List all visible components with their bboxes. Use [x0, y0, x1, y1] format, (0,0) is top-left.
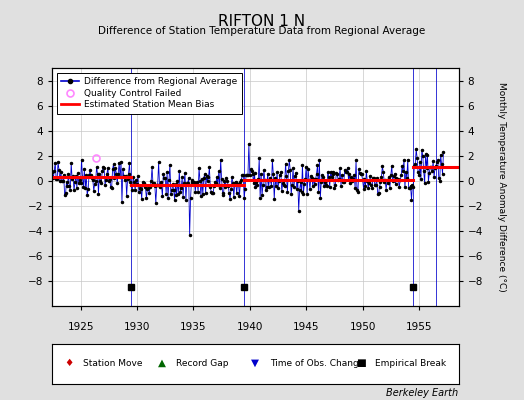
Text: Station Move: Station Move	[83, 359, 143, 368]
Text: 1930: 1930	[124, 322, 150, 332]
Text: RIFTON 1 N: RIFTON 1 N	[219, 14, 305, 29]
Text: Time of Obs. Change: Time of Obs. Change	[270, 359, 364, 368]
Text: ■: ■	[356, 358, 366, 368]
Legend: Difference from Regional Average, Quality Control Failed, Estimated Station Mean: Difference from Regional Average, Qualit…	[57, 72, 242, 114]
Text: 1935: 1935	[180, 322, 206, 332]
Text: 1925: 1925	[68, 322, 94, 332]
Text: 1940: 1940	[237, 322, 263, 332]
Text: 1950: 1950	[350, 322, 376, 332]
Y-axis label: Monthly Temperature Anomaly Difference (°C): Monthly Temperature Anomaly Difference (…	[497, 82, 506, 292]
Text: Empirical Break: Empirical Break	[375, 359, 446, 368]
Text: ▲: ▲	[158, 358, 166, 368]
Text: ▼: ▼	[252, 358, 259, 368]
Text: 1955: 1955	[406, 322, 432, 332]
Text: Difference of Station Temperature Data from Regional Average: Difference of Station Temperature Data f…	[99, 26, 425, 36]
Text: Record Gap: Record Gap	[176, 359, 229, 368]
Text: Berkeley Earth: Berkeley Earth	[386, 388, 458, 398]
Text: 1945: 1945	[293, 322, 320, 332]
Text: ♦: ♦	[64, 358, 73, 368]
